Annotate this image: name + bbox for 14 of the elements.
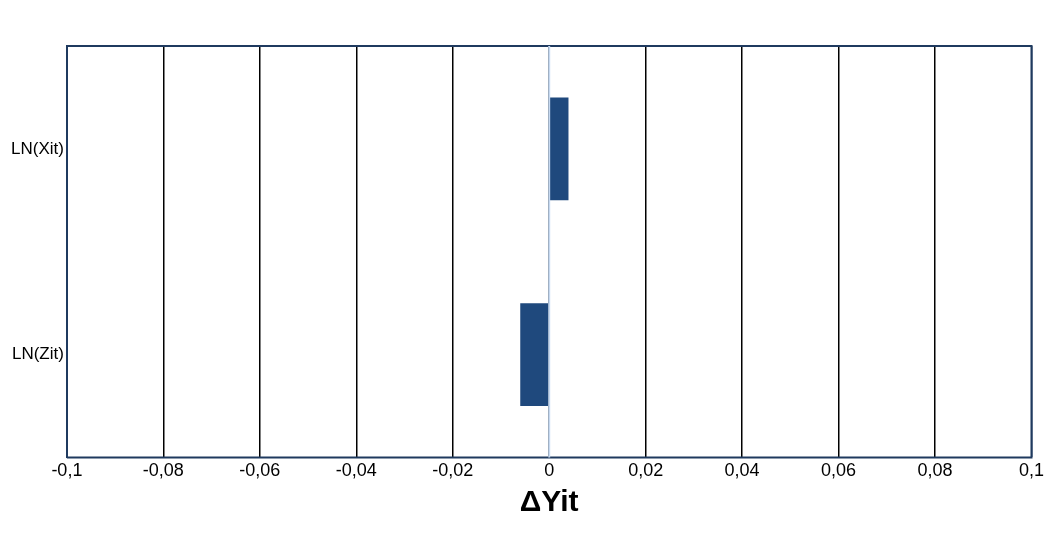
x-tick-label: -0,1 (51, 460, 83, 481)
y-tick-label: LN(Zit) (11, 344, 64, 364)
x-tick-label: -0,02 (432, 460, 474, 481)
x-tick-label: 0,02 (628, 460, 664, 481)
x-tick-label: 0,04 (724, 460, 760, 481)
x-tick-label: 0,1 (1018, 460, 1044, 481)
x-tick-label: -0,08 (142, 460, 184, 481)
x-tick-label: 0,08 (917, 460, 953, 481)
x-tick-label: 0,06 (821, 460, 857, 481)
y-tick-label: LN(Xit) (10, 138, 64, 158)
x-tick-label: 0 (544, 460, 555, 481)
x-axis-title: ΔYit (519, 484, 579, 518)
x-tick-label: -0,06 (239, 460, 281, 481)
x-tick-label: -0,04 (335, 460, 377, 481)
